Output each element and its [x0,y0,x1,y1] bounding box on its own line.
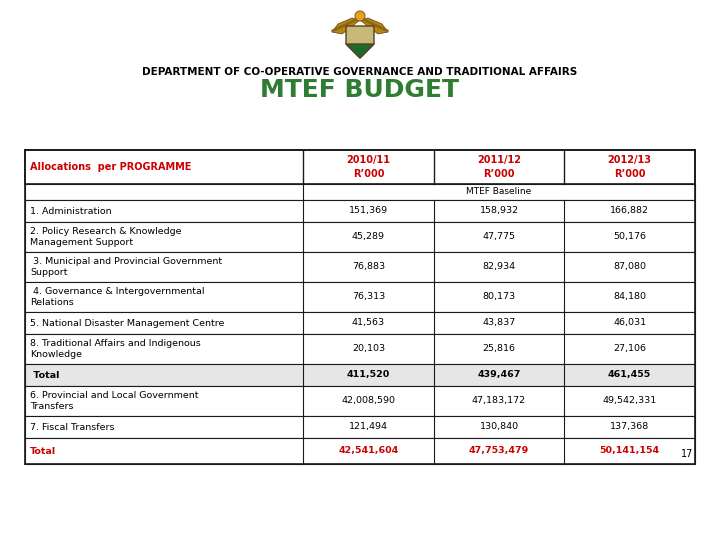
Text: 82,934: 82,934 [482,262,516,272]
Polygon shape [360,18,388,34]
Text: 45,289: 45,289 [352,233,385,241]
Text: 121,494: 121,494 [349,422,388,431]
Text: 76,313: 76,313 [352,293,385,301]
Text: 76,883: 76,883 [352,262,385,272]
Bar [25,150,695,184]
Text: 27,106: 27,106 [613,345,646,354]
Text: 8. Traditional Affairs and Indigenous
Knowledge: 8. Traditional Affairs and Indigenous Kn… [30,339,201,359]
Text: 47,183,172: 47,183,172 [472,396,526,406]
Text: 20,103: 20,103 [352,345,385,354]
Text: 49,542,331: 49,542,331 [603,396,657,406]
Text: 3. Municipal and Provincial Government
Support: 3. Municipal and Provincial Government S… [30,257,222,277]
Text: 6. Provincial and Local Government
Transfers: 6. Provincial and Local Government Trans… [30,391,199,411]
Text: 84,180: 84,180 [613,293,646,301]
Text: 151,369: 151,369 [348,206,388,215]
Circle shape [355,11,365,21]
Text: 42,541,604: 42,541,604 [338,447,398,456]
Text: 411,520: 411,520 [347,370,390,380]
Text: 130,840: 130,840 [480,422,518,431]
Bar [25,184,695,200]
Bar [25,386,695,416]
Text: MTEF BUDGET: MTEF BUDGET [261,78,459,102]
Polygon shape [346,26,374,58]
Text: 4. Governance & Intergovernmental
Relations: 4. Governance & Intergovernmental Relati… [30,287,204,307]
Text: 1. Administration: 1. Administration [30,206,112,215]
Text: 439,467: 439,467 [477,370,521,380]
Text: Allocations  per PROGRAMME: Allocations per PROGRAMME [30,162,192,172]
Text: 47,753,479: 47,753,479 [469,447,529,456]
Text: 42,008,590: 42,008,590 [341,396,395,406]
Bar [25,334,695,364]
Bar [25,252,695,282]
Text: 166,882: 166,882 [610,206,649,215]
Text: 158,932: 158,932 [480,206,518,215]
Text: 2010/11
R’000: 2010/11 R’000 [346,156,390,179]
Text: 7. Fiscal Transfers: 7. Fiscal Transfers [30,422,114,431]
Text: MTEF Baseline: MTEF Baseline [467,187,531,197]
Bar [25,364,695,386]
Text: 41,563: 41,563 [352,319,385,327]
Bar [25,312,695,334]
Text: 2012/13
R’000: 2012/13 R’000 [608,156,652,179]
Text: Total: Total [30,370,59,380]
Bar [25,438,695,464]
Text: 2. Policy Research & Knowledge
Management Support: 2. Policy Research & Knowledge Managemen… [30,227,181,247]
Text: 47,775: 47,775 [482,233,516,241]
Text: 2011/12
R’000: 2011/12 R’000 [477,156,521,179]
Text: 5. National Disaster Management Centre: 5. National Disaster Management Centre [30,319,225,327]
Bar [25,222,695,252]
Text: 80,173: 80,173 [482,293,516,301]
Text: Total: Total [30,447,56,456]
Bar [25,200,695,222]
Polygon shape [332,18,360,34]
Text: 50,141,154: 50,141,154 [600,447,660,456]
Bar [25,282,695,312]
Bar [25,416,695,438]
Text: 46,031: 46,031 [613,319,647,327]
Text: 137,368: 137,368 [610,422,649,431]
Text: 43,837: 43,837 [482,319,516,327]
Text: 25,816: 25,816 [482,345,516,354]
Polygon shape [346,44,374,58]
Text: DEPARTMENT OF CO-OPERATIVE GOVERNANCE AND TRADITIONAL AFFAIRS: DEPARTMENT OF CO-OPERATIVE GOVERNANCE AN… [143,67,577,77]
Text: 461,455: 461,455 [608,370,652,380]
Text: 87,080: 87,080 [613,262,646,272]
Text: 50,176: 50,176 [613,233,646,241]
Text: 17: 17 [680,449,693,459]
